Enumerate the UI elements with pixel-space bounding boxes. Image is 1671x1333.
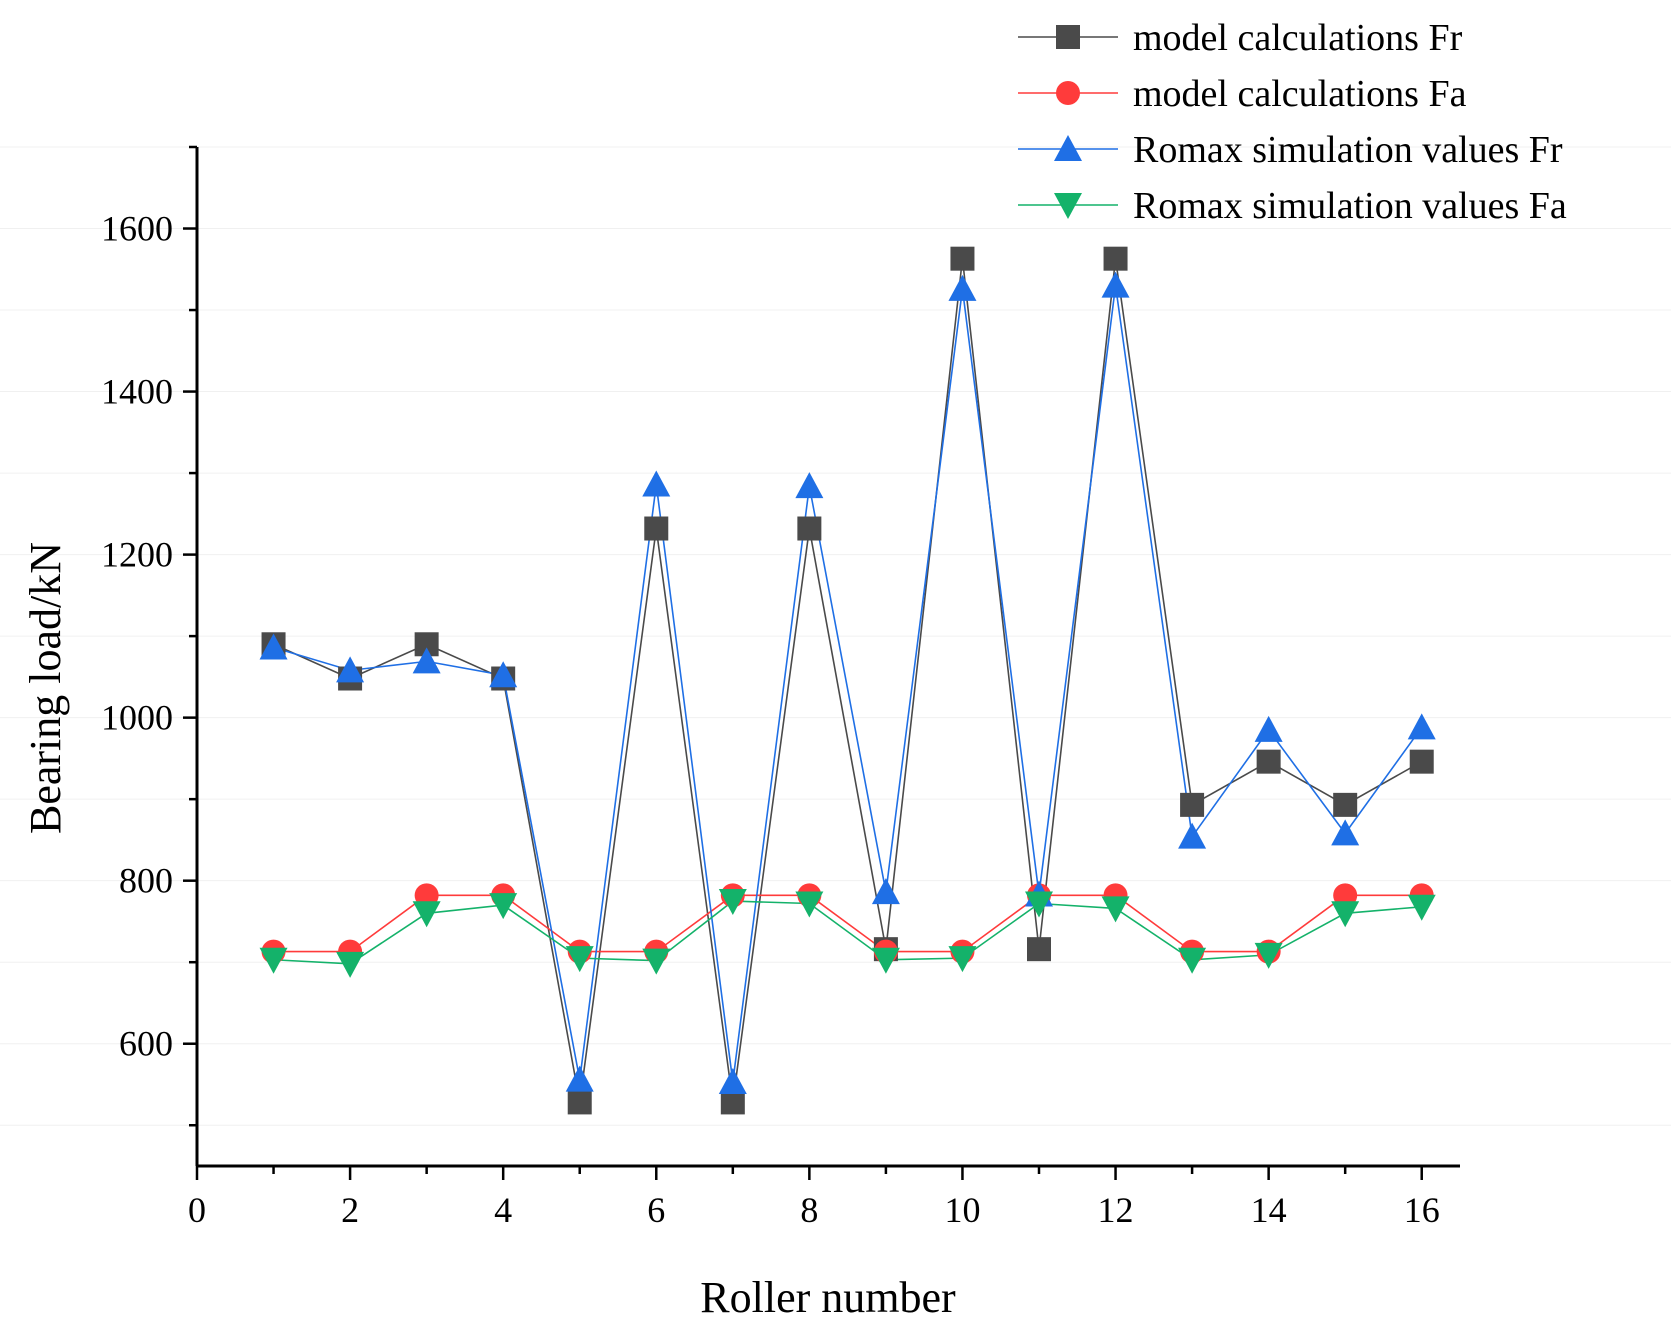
data-point bbox=[1333, 792, 1358, 817]
data-point bbox=[1101, 896, 1130, 923]
data-point bbox=[1256, 749, 1281, 774]
series-2 bbox=[273, 285, 1423, 1083]
data-point bbox=[565, 1065, 594, 1092]
data-point bbox=[644, 516, 669, 541]
legend: model calculations Fr model calculations … bbox=[1018, 17, 1567, 227]
data-point bbox=[489, 661, 518, 688]
data-point bbox=[1254, 942, 1283, 969]
data-point bbox=[1101, 271, 1130, 298]
y-ticks: 600 800 1000 1200 1400 1600 bbox=[101, 145, 197, 1127]
x-tick-label: 6 bbox=[647, 1190, 665, 1230]
series-line bbox=[273, 894, 1422, 953]
series-markers-0 bbox=[261, 246, 1434, 1115]
y-tick-label: 1600 bbox=[101, 209, 173, 249]
legend-marker bbox=[1054, 193, 1082, 219]
x-tick-label: 12 bbox=[1098, 1190, 1134, 1230]
series-line bbox=[273, 258, 1423, 1103]
data-point bbox=[336, 951, 365, 978]
data-point bbox=[642, 470, 671, 497]
data-point bbox=[1180, 792, 1205, 817]
x-tick-label: 14 bbox=[1251, 1190, 1287, 1230]
data-point bbox=[797, 516, 822, 541]
data-point bbox=[871, 947, 900, 974]
x-tick-label: 10 bbox=[944, 1190, 980, 1230]
legend-item: Romax simulation values Fr bbox=[1018, 129, 1563, 171]
series-markers-2 bbox=[259, 271, 1436, 1095]
series-layer bbox=[259, 246, 1436, 1115]
legend-label: model calculations Fr bbox=[1133, 17, 1463, 59]
y-tick-label: 1400 bbox=[101, 372, 173, 412]
data-point bbox=[259, 633, 288, 660]
data-point bbox=[1331, 901, 1360, 928]
data-point bbox=[1254, 715, 1283, 742]
data-point bbox=[1027, 937, 1051, 962]
data-point bbox=[718, 1068, 747, 1095]
data-point bbox=[567, 1090, 592, 1115]
data-point bbox=[950, 246, 975, 271]
data-point bbox=[1025, 891, 1053, 918]
data-point bbox=[795, 472, 824, 499]
series-0 bbox=[273, 258, 1423, 1103]
data-point bbox=[1407, 713, 1436, 740]
data-point bbox=[336, 656, 365, 683]
legend-item: Romax simulation values Fa bbox=[1018, 185, 1567, 227]
series-markers-3 bbox=[259, 889, 1436, 978]
y-tick-label: 800 bbox=[119, 861, 173, 901]
data-point bbox=[1178, 947, 1207, 974]
legend-label: Romax simulation values Fa bbox=[1133, 185, 1567, 227]
legend-item: model calculations Fa bbox=[1018, 73, 1467, 115]
data-point bbox=[412, 647, 441, 674]
data-point bbox=[642, 948, 671, 975]
x-tick-label: 2 bbox=[341, 1190, 359, 1230]
x-tick-label: 4 bbox=[494, 1190, 512, 1230]
legend-label: Romax simulation values Fr bbox=[1133, 129, 1563, 171]
legend-marker bbox=[1054, 135, 1082, 161]
x-axis-title: Roller number bbox=[700, 1273, 956, 1322]
legend-marker bbox=[1056, 81, 1080, 105]
data-point bbox=[948, 946, 977, 973]
x-tick-label: 0 bbox=[188, 1190, 206, 1230]
y-tick-label: 1200 bbox=[101, 535, 173, 575]
series-line bbox=[273, 285, 1423, 1083]
x-tick-label: 16 bbox=[1404, 1190, 1440, 1230]
data-point bbox=[718, 889, 747, 916]
data-point bbox=[948, 274, 977, 301]
series-3 bbox=[273, 900, 1422, 965]
data-point bbox=[720, 1090, 745, 1115]
legend-marker bbox=[1056, 25, 1080, 49]
legend-label: model calculations Fa bbox=[1133, 73, 1467, 115]
data-point bbox=[565, 946, 594, 973]
data-point bbox=[489, 893, 518, 920]
data-point bbox=[259, 947, 288, 974]
y-tick-label: 1000 bbox=[101, 698, 173, 738]
data-point bbox=[1407, 894, 1436, 921]
y-axis-title: Bearing load/kN bbox=[21, 542, 70, 834]
data-point bbox=[1178, 822, 1207, 849]
x-ticks: 0 2 4 6 8 10 12 14 16 bbox=[188, 1166, 1440, 1230]
data-point bbox=[871, 878, 900, 905]
gridlines bbox=[0, 146, 1671, 1126]
series-line bbox=[273, 900, 1422, 965]
x-tick-label: 8 bbox=[800, 1190, 818, 1230]
y-tick-label: 600 bbox=[119, 1024, 173, 1064]
series-1 bbox=[273, 894, 1422, 953]
axes bbox=[195, 147, 1460, 1168]
data-point bbox=[1409, 749, 1434, 774]
data-point bbox=[1103, 246, 1128, 271]
data-point bbox=[1331, 819, 1360, 846]
data-point bbox=[795, 891, 824, 918]
data-point bbox=[412, 901, 441, 928]
legend-item: model calculations Fr bbox=[1018, 17, 1463, 59]
